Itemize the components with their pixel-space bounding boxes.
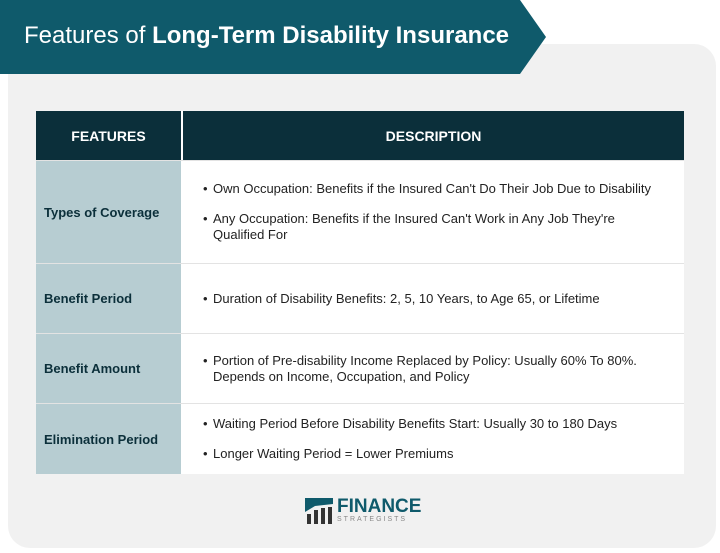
finance-strategists-logo: FINANCE STRATEGISTS bbox=[305, 496, 421, 524]
table-row: Benefit Amount Portion of Pre-disability… bbox=[36, 334, 684, 404]
description-cell: Portion of Pre-disability Income Replace… bbox=[183, 334, 684, 403]
feature-cell: Benefit Period bbox=[36, 264, 183, 333]
features-table: FEATURES DESCRIPTION Types of Coverage O… bbox=[36, 111, 684, 474]
description-item: Own Occupation: Benefits if the Insured … bbox=[203, 181, 651, 197]
description-cell: Own Occupation: Benefits if the Insured … bbox=[183, 161, 684, 263]
feature-cell: Types of Coverage bbox=[36, 161, 183, 263]
chart-bars-logo-icon bbox=[305, 498, 333, 524]
feature-cell: Elimination Period bbox=[36, 404, 183, 474]
page-title: Features of Long-Term Disability Insuran… bbox=[24, 22, 510, 49]
table-header: FEATURES DESCRIPTION bbox=[36, 111, 684, 161]
description-item: Duration of Disability Benefits: 2, 5, 1… bbox=[203, 291, 600, 307]
table-row: Types of Coverage Own Occupation: Benefi… bbox=[36, 161, 684, 264]
description-item: Any Occupation: Benefits if the Insured … bbox=[203, 211, 664, 243]
header-description: DESCRIPTION bbox=[385, 127, 482, 144]
header-features: FEATURES bbox=[36, 111, 183, 160]
description-item: Portion of Pre-disability Income Replace… bbox=[203, 353, 664, 385]
title-banner: Features of Long-Term Disability Insuran… bbox=[0, 0, 546, 74]
description-item: Longer Waiting Period = Lower Premiums bbox=[203, 446, 453, 462]
logo-name: FINANCE bbox=[337, 495, 422, 517]
table-row: Benefit Period Duration of Disability Be… bbox=[36, 264, 684, 334]
description-item: Waiting Period Before Disability Benefit… bbox=[203, 416, 617, 432]
description-cell: Waiting Period Before Disability Benefit… bbox=[183, 404, 684, 474]
feature-cell: Benefit Amount bbox=[36, 334, 183, 403]
table-row: Elimination Period Waiting Period Before… bbox=[36, 404, 684, 474]
logo-subtitle: STRATEGISTS bbox=[337, 515, 408, 523]
description-cell: Duration of Disability Benefits: 2, 5, 1… bbox=[183, 264, 684, 333]
